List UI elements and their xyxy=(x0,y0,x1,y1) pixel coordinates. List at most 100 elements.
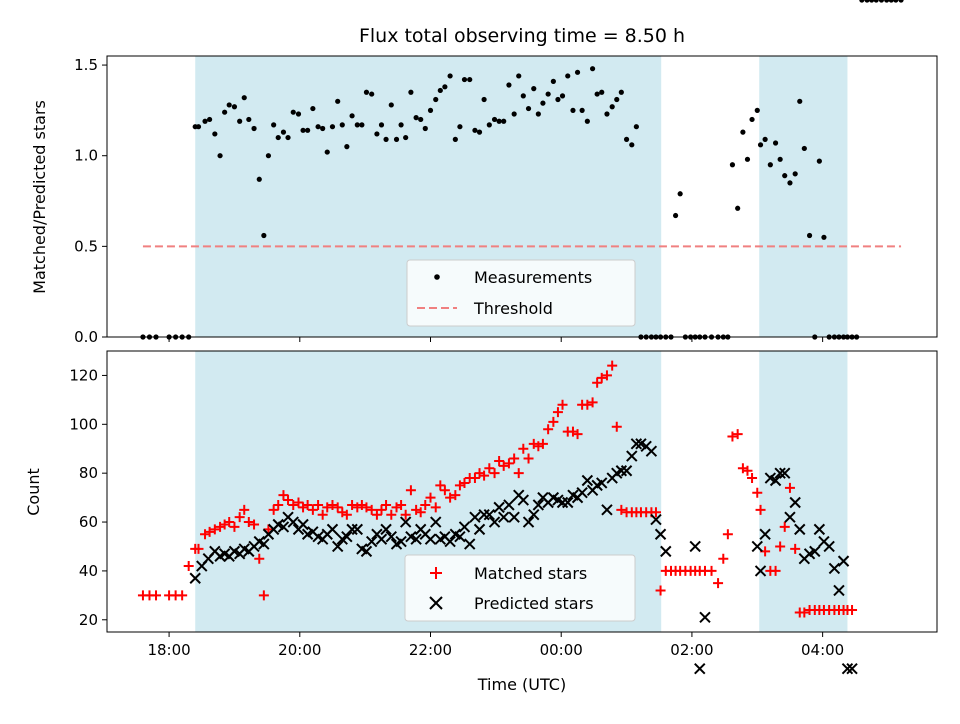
predicted-star-point xyxy=(375,533,388,545)
matched-star-point xyxy=(151,590,162,601)
predicted-star-point xyxy=(581,474,594,487)
predicted-star-point xyxy=(660,545,672,558)
measurement-point xyxy=(744,156,751,162)
matched-star-point xyxy=(229,521,240,532)
matched-star-point xyxy=(742,465,753,476)
measurement-point xyxy=(310,105,316,112)
measurement-point xyxy=(305,127,311,133)
top-legend-box xyxy=(406,259,636,327)
matched-star-point xyxy=(747,473,758,484)
matched-star-point xyxy=(239,504,250,515)
measurement-point xyxy=(754,107,760,113)
predicted-star-point xyxy=(774,467,786,479)
measurement-point xyxy=(295,111,302,117)
matched-star-point xyxy=(322,502,333,513)
matched-star-point xyxy=(263,524,274,535)
x-tick-label: 22:00 xyxy=(409,641,452,659)
measurement-point xyxy=(633,124,639,130)
measurement-point xyxy=(452,136,458,142)
legend-marker-predicted xyxy=(429,596,443,610)
measurement-point xyxy=(202,118,208,124)
measurement-point xyxy=(207,116,213,123)
matched-star-point xyxy=(572,429,583,440)
top-y-axis-ticks: 0.0 0.5 1.0 1.5 xyxy=(74,56,107,346)
predicted-star-point xyxy=(626,450,638,462)
measurement-point xyxy=(570,107,576,113)
predicted-star-point xyxy=(503,499,515,511)
predicted-star-point xyxy=(508,511,520,523)
measurement-point xyxy=(433,96,439,103)
predicted-star-point xyxy=(493,501,505,514)
predicted-star-point xyxy=(483,509,496,521)
measurement-point xyxy=(609,104,615,110)
measurement-point xyxy=(237,118,243,124)
matched-star-point xyxy=(361,502,372,513)
matched-star-point xyxy=(386,509,397,520)
predicted-star-point xyxy=(654,528,667,540)
predicted-star-point xyxy=(464,538,476,550)
measurement-point xyxy=(555,96,561,103)
bottom-axes-frame xyxy=(106,350,938,633)
predicted-star-point xyxy=(833,584,845,597)
top-panel: 0.0 0.5 1.0 1.5 Matched/Predicted stars Mea… xyxy=(30,0,938,346)
measurement-point xyxy=(359,122,365,128)
matched-star-point xyxy=(420,499,431,510)
measurement-point xyxy=(520,93,526,99)
matched-star-point xyxy=(503,458,514,469)
predicted-star-point xyxy=(473,523,486,536)
matched-star-point xyxy=(193,543,204,554)
matched-star-point xyxy=(249,519,260,530)
measurement-point xyxy=(898,0,904,3)
x-tick-label: 20:00 xyxy=(278,641,321,659)
predicted-star-point xyxy=(846,662,858,675)
measurement-point xyxy=(320,125,326,132)
matched-star-point xyxy=(518,443,529,454)
measurement-point xyxy=(447,73,453,79)
matched-star-point xyxy=(317,509,328,520)
matched-star-point xyxy=(484,463,495,474)
predicted-star-point xyxy=(596,477,608,489)
predicted-star-point xyxy=(759,528,771,540)
measurement-point xyxy=(749,116,755,123)
measurement-point xyxy=(335,98,341,104)
measurement-point xyxy=(467,76,473,83)
measurement-point xyxy=(486,122,492,128)
predicted-star-point xyxy=(620,465,633,477)
predicted-star-point xyxy=(385,530,397,543)
x-tick-label: 00:00 xyxy=(540,641,583,659)
matched-star-point xyxy=(183,561,194,572)
matched-star-point xyxy=(366,504,377,515)
bottom-legend-box xyxy=(404,554,636,622)
measurement-point xyxy=(511,111,517,117)
matched-star-point xyxy=(775,541,786,552)
matched-star-point xyxy=(405,485,416,496)
measurement-point xyxy=(496,118,502,124)
measurement-point xyxy=(525,105,532,112)
matched-star-point xyxy=(313,499,324,510)
x-tick-label: 18:00 xyxy=(147,641,190,659)
matched-star-point xyxy=(273,499,284,510)
matched-star-point xyxy=(479,470,490,481)
predicted-stars-points xyxy=(190,439,858,675)
measurement-point xyxy=(344,144,350,150)
measurement-point xyxy=(226,102,232,108)
measurement-point xyxy=(275,134,281,141)
predicted-star-point xyxy=(837,555,850,567)
matched-star-point xyxy=(498,460,509,471)
measurement-point xyxy=(339,122,345,128)
predicted-star-point xyxy=(601,504,613,516)
bottom-x-axis-ticks: 18:00 20:00 22:00 00:00 02:00 04:00 xyxy=(147,632,844,659)
measurement-point xyxy=(878,0,885,3)
measurement-point xyxy=(413,115,419,121)
predicted-star-point xyxy=(517,494,530,506)
matched-star-point xyxy=(381,499,392,510)
y-tick-label: 20 xyxy=(79,611,98,629)
matched-star-point xyxy=(732,429,743,440)
predicted-star-point xyxy=(458,521,471,533)
measurement-point xyxy=(584,118,590,124)
predicted-star-point xyxy=(351,523,364,536)
measurement-point xyxy=(559,93,566,99)
predicted-star-point xyxy=(576,487,588,499)
measurement-point xyxy=(231,104,238,110)
